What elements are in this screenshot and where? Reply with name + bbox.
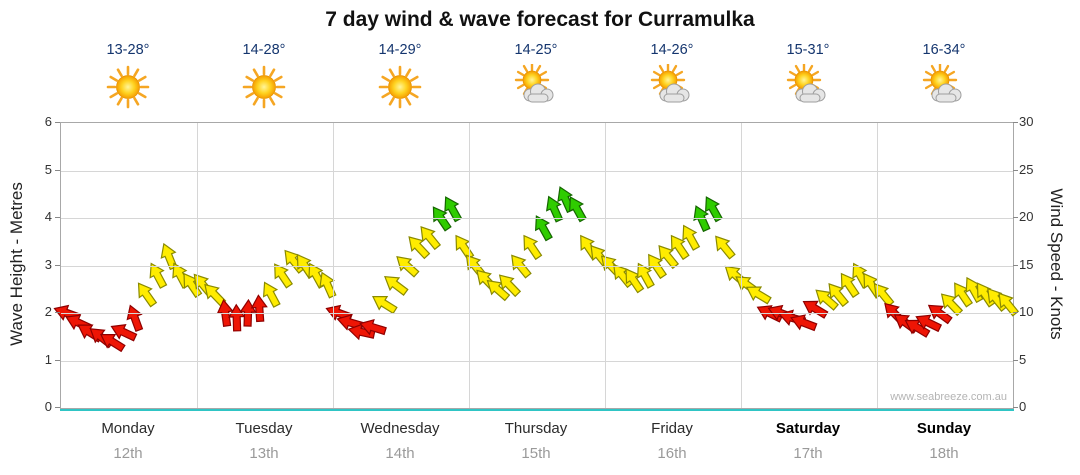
- horizontal-gridline: [61, 360, 1013, 362]
- left-tick-label: 3: [44, 256, 52, 272]
- wind-arrow: [529, 211, 557, 244]
- page-title: 7 day wind & wave forecast for Curramulk…: [325, 8, 755, 31]
- left-tick-mark: [55, 359, 60, 361]
- right-tick-label: 20: [1019, 209, 1034, 224]
- sun-behind-cloud-icon: [513, 62, 559, 110]
- weather-icon-row: [60, 62, 1012, 112]
- wind-arrow: [122, 302, 147, 334]
- day-name-label: Friday: [651, 419, 693, 437]
- vertical-gridline: [877, 123, 878, 408]
- right-tick-label: 25: [1019, 161, 1034, 177]
- left-tick-label: 0: [44, 399, 52, 414]
- right-tick-mark: [1013, 122, 1018, 123]
- right-tick-label: 30: [1019, 114, 1034, 129]
- left-tick-mark: [55, 264, 60, 266]
- day-date-label: 12th: [113, 444, 143, 462]
- right-tick-mark: [1013, 407, 1018, 408]
- left-tick-label: 5: [44, 161, 52, 177]
- day-name-label: Saturday: [775, 419, 841, 437]
- sun-icon: [377, 64, 423, 110]
- left-tick-label: 6: [44, 114, 52, 129]
- bottom-axis-line: [60, 409, 1014, 411]
- wind-arrow: [143, 259, 171, 291]
- left-tick-label: 2: [44, 304, 52, 319]
- temp-label: 15-31°: [786, 42, 830, 58]
- right-tick-label: 15: [1019, 256, 1034, 272]
- wind-arrow: [709, 231, 739, 262]
- watermark: www.seabreeze.com.au: [890, 391, 1007, 403]
- right-tick-label: 5: [1019, 351, 1027, 367]
- right-tick-mark: [1013, 217, 1018, 218]
- right-tick-label: 10: [1019, 304, 1034, 319]
- horizontal-gridline: [61, 170, 1013, 172]
- wind-arrow: [131, 278, 161, 310]
- sun-behind-cloud-icon: [785, 62, 831, 110]
- wind-arrow: [250, 294, 269, 323]
- vertical-gridline: [741, 123, 742, 408]
- sun-icon: [105, 64, 151, 110]
- left-axis-title: Wave Height - Metres: [7, 182, 26, 346]
- horizontal-gridline: [61, 218, 1013, 219]
- day-name-label: Monday: [101, 419, 155, 437]
- day-date-label: 16th: [657, 444, 687, 462]
- day-label-row: Monday Tuesday Wednesday Thursday Friday Satu…: [60, 418, 1012, 438]
- vertical-gridline: [333, 123, 334, 408]
- left-tick-label: 4: [44, 209, 52, 224]
- right-tick-mark: [1013, 312, 1018, 313]
- day-date-label: 18th: [929, 444, 959, 462]
- day-date-label: 17th: [793, 444, 823, 462]
- temp-label: 14-26°: [650, 42, 694, 58]
- day-date-label: 15th: [521, 444, 551, 462]
- left-tick-mark: [55, 312, 60, 313]
- wind-arrow: [379, 270, 411, 299]
- left-tick-mark: [55, 122, 60, 123]
- temp-label: 13-28°: [106, 42, 150, 58]
- day-name-label: Thursday: [504, 419, 568, 437]
- left-tick-label: 1: [44, 351, 52, 367]
- right-axis-title: Wind Speed - Knots: [1047, 188, 1066, 340]
- right-tick-mark: [1013, 359, 1018, 361]
- vertical-gridline: [469, 123, 470, 408]
- temp-label: 14-28°: [242, 42, 286, 58]
- left-tick-mark: [55, 407, 60, 408]
- day-date-label: 14th: [385, 444, 415, 462]
- temp-label: 14-25°: [514, 42, 558, 58]
- temp-label: 14-29°: [378, 42, 422, 58]
- left-tick-mark: [55, 217, 60, 218]
- horizontal-gridline: [61, 265, 1013, 267]
- date-label-row: 12th 13th 14th 15th 16th 17th 18th: [60, 443, 1012, 463]
- day-name-label: Tuesday: [235, 419, 293, 437]
- vertical-gridline: [197, 123, 198, 408]
- temperature-row: 13-28° 14-28° 14-29° 14-25° 14-26° 15-31° 16-3…: [60, 40, 1012, 60]
- left-tick-mark: [55, 169, 60, 171]
- vertical-gridline: [605, 123, 606, 408]
- right-tick-mark: [1013, 169, 1018, 171]
- day-name-label: Wednesday: [360, 419, 440, 437]
- right-tick-mark: [1013, 264, 1018, 266]
- horizontal-gridline: [61, 313, 1013, 314]
- forecast-chart-plot: www.seabreeze.com.au: [51, 122, 1022, 411]
- wind-arrow: [517, 230, 546, 263]
- sun-icon: [241, 64, 287, 110]
- day-date-label: 13th: [249, 444, 279, 462]
- right-tick-label: 0: [1019, 399, 1027, 414]
- day-name-label: Sunday: [916, 419, 972, 437]
- temp-label: 16-34°: [922, 42, 966, 58]
- sun-behind-cloud-icon: [921, 62, 967, 110]
- sun-behind-cloud-icon: [649, 62, 695, 110]
